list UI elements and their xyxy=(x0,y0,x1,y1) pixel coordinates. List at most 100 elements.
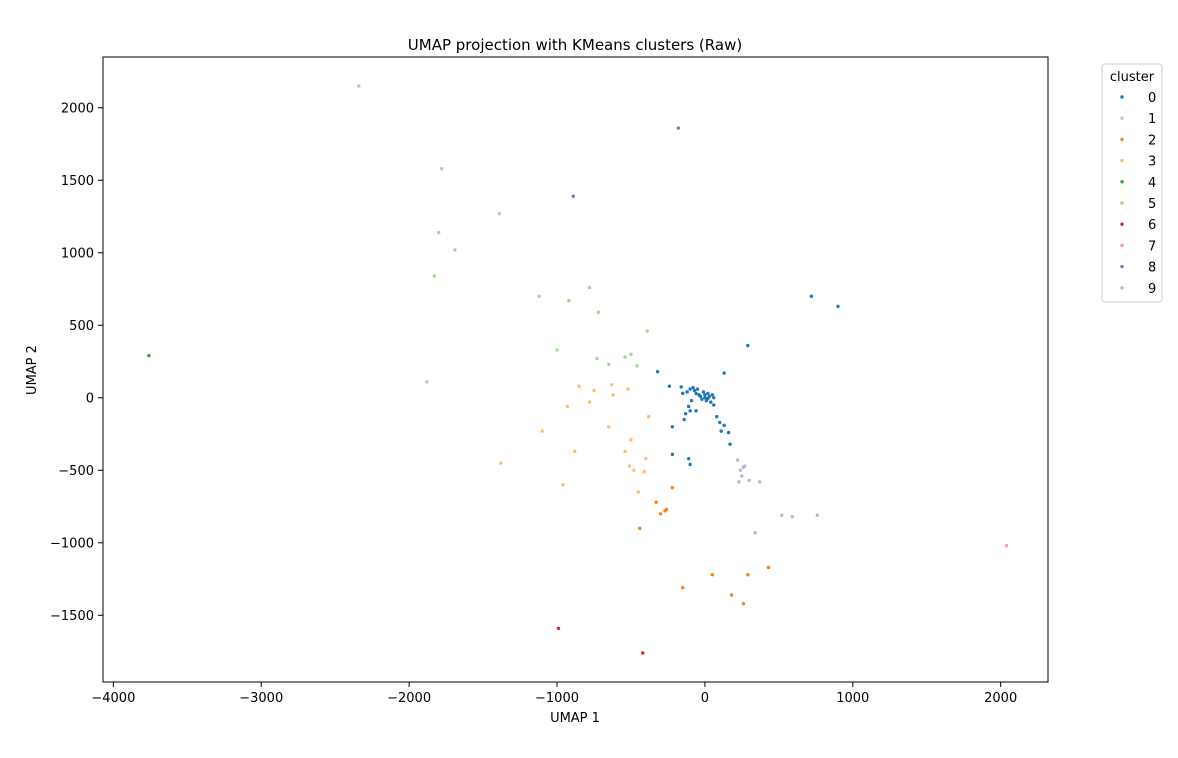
cluster-0-point xyxy=(689,398,694,403)
cluster-0-point xyxy=(694,391,698,396)
cluster-0-point xyxy=(703,393,707,397)
points-layer xyxy=(147,84,1009,655)
cluster-2-point xyxy=(746,572,750,577)
x-tick-label: 2000 xyxy=(984,691,1017,706)
cluster-3-point xyxy=(592,388,596,393)
cluster-2-point xyxy=(664,507,669,512)
cluster-0-point xyxy=(728,442,732,446)
cluster-3-point xyxy=(610,383,614,387)
legend-label-0: 0 xyxy=(1148,91,1156,106)
cluster-5-point xyxy=(537,294,541,298)
cluster-6-point xyxy=(641,651,645,655)
cluster-3-point xyxy=(647,414,651,419)
x-tick-label: −3000 xyxy=(239,691,283,706)
legend-label-3: 3 xyxy=(1148,155,1156,170)
cluster-9-point xyxy=(757,480,762,484)
y-tick-label: 2000 xyxy=(61,101,94,116)
legend-marker-0 xyxy=(1120,95,1124,99)
cluster-2-point xyxy=(710,572,714,577)
x-axis-ticks: −4000 −3000 −2000 −1000 0 1000 2000 xyxy=(91,682,1017,706)
cluster-0-point xyxy=(701,390,706,394)
cluster-9-point xyxy=(815,513,819,517)
cluster-0-point xyxy=(686,456,691,461)
cluster-6-point xyxy=(556,626,561,631)
cluster-1-point xyxy=(439,166,444,171)
cluster-1-point xyxy=(357,84,361,88)
cluster-5-point xyxy=(555,348,559,352)
cluster-2-point xyxy=(670,485,675,490)
cluster-9-point xyxy=(737,480,741,484)
cluster-3-point xyxy=(587,400,592,404)
y-tick-label: −1500 xyxy=(50,609,94,624)
cluster-0-point xyxy=(707,394,712,399)
x-tick-label: −1000 xyxy=(535,691,579,706)
y-tick-label: 1000 xyxy=(61,246,94,261)
cluster-5-point xyxy=(432,274,436,278)
cluster-3-point xyxy=(632,468,636,472)
cluster-2-point xyxy=(766,565,771,570)
cluster-0-point xyxy=(695,387,700,391)
cluster-3-point xyxy=(573,449,577,454)
legend: cluster 0 1 2 3 4 5 6 7 8 9 xyxy=(1101,63,1163,303)
cluster-0-point xyxy=(670,425,675,429)
cluster-5-point xyxy=(629,352,633,356)
cluster-4-point xyxy=(147,354,151,358)
cluster-0-point xyxy=(722,423,726,428)
cluster-9-point xyxy=(743,464,747,468)
chart-title: UMAP projection with KMeans clusters (Ra… xyxy=(408,36,742,54)
y-tick-label: 500 xyxy=(69,319,94,334)
cluster-0-point xyxy=(715,414,719,419)
y-tick-label: −1000 xyxy=(50,536,94,551)
cluster-0-point xyxy=(688,409,692,413)
legend-label-6: 6 xyxy=(1148,218,1156,233)
cluster-0-point xyxy=(710,393,714,397)
legend-marker-1 xyxy=(1120,116,1124,120)
cluster-0-point xyxy=(700,397,704,401)
cluster-0-point xyxy=(679,385,683,389)
cluster-8-point xyxy=(571,194,575,198)
y-axis-ticks: −1500 −1000 −500 0 500 1000 1500 2000 xyxy=(50,101,103,624)
cluster-5-point xyxy=(645,329,649,333)
cluster-5-point xyxy=(623,355,627,359)
cluster-3-point xyxy=(623,449,627,454)
cluster-0-point xyxy=(706,391,710,396)
x-tick-label: 0 xyxy=(701,691,709,706)
legend-marker-3 xyxy=(1120,158,1124,163)
cluster-0-point xyxy=(688,462,692,467)
legend-marker-2 xyxy=(1120,137,1124,142)
cluster-3-point xyxy=(577,384,581,388)
legend-title: cluster xyxy=(1110,70,1155,85)
cluster-9-point xyxy=(738,468,743,472)
cluster-0-point xyxy=(746,343,750,348)
cluster-0-point xyxy=(709,400,713,404)
cluster-0-point xyxy=(726,430,731,435)
legend-label-4: 4 xyxy=(1148,176,1156,191)
cluster-0-point xyxy=(685,390,689,394)
cluster-0-point xyxy=(683,412,688,416)
cluster-0-point xyxy=(691,385,695,390)
cluster-0-point xyxy=(719,429,723,433)
cluster-2-point xyxy=(658,512,663,516)
cluster-2-point xyxy=(681,586,685,590)
cluster-0-point xyxy=(692,388,697,393)
legend-items: 0 1 2 3 4 5 6 7 8 9 xyxy=(1120,91,1156,297)
cluster-0-point xyxy=(667,384,672,388)
cluster-3-point xyxy=(565,404,570,409)
cluster-1-point xyxy=(437,230,441,235)
cluster-3-point xyxy=(627,464,632,468)
cluster-3-point xyxy=(644,456,648,461)
cluster-8-point xyxy=(676,126,680,130)
cluster-2-point xyxy=(654,500,658,504)
cluster-0-point xyxy=(688,387,692,391)
cluster-3-point xyxy=(540,429,544,433)
legend-label-2: 2 xyxy=(1148,133,1156,148)
cluster-3-point xyxy=(629,438,633,442)
cluster-0-point xyxy=(681,391,685,396)
cluster-0-point xyxy=(655,369,660,374)
plot-area-frame xyxy=(102,56,1049,683)
x-tick-label: −4000 xyxy=(91,691,135,706)
cluster-7-point xyxy=(1004,543,1009,548)
cluster-0-point xyxy=(809,294,814,298)
legend-marker-5 xyxy=(1120,201,1124,205)
